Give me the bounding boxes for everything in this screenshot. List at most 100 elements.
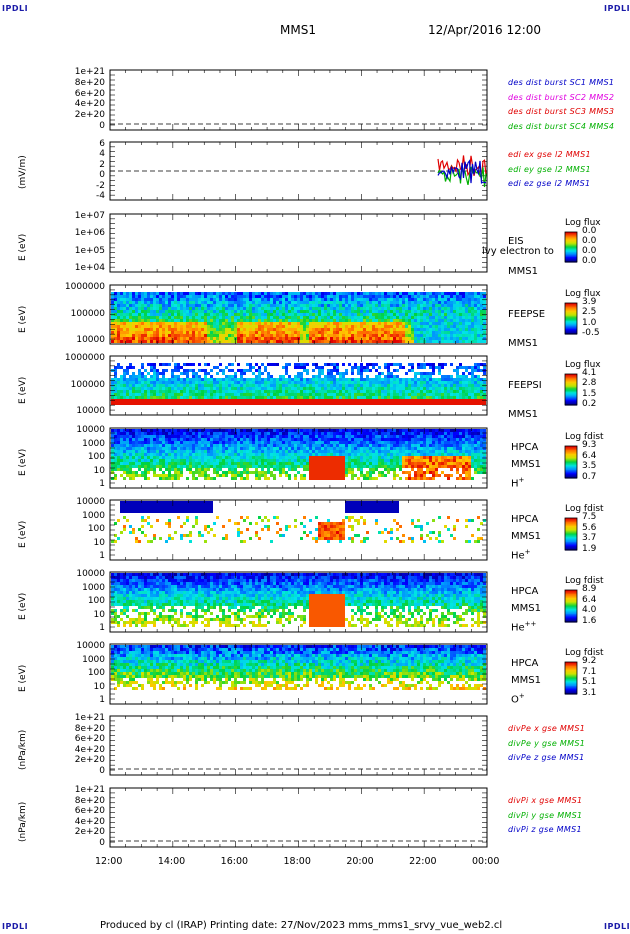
- overlay-text: ivy electron to: [482, 246, 554, 257]
- legend-entry: des dist burst SC2 MMS2: [508, 92, 615, 102]
- colorbar-tick: 3.1: [582, 688, 597, 698]
- colorbar-tick: 1.9: [582, 544, 597, 554]
- legend-entry: des dist burst SC3 MMS3: [508, 107, 615, 116]
- y-axis-label: E (eV): [18, 376, 28, 404]
- colorbar-4: [564, 373, 578, 406]
- colorbar-tick: 5.1: [582, 677, 597, 688]
- colorbar-tick: 3.5: [582, 461, 597, 472]
- corner-label-top-right: IPDLI: [604, 4, 630, 13]
- spectrogram-3: [111, 292, 486, 343]
- y-tick-label: 6e+20: [74, 806, 105, 817]
- colorbar-tick: 5.6: [582, 522, 597, 533]
- y-tick-label: 10000: [76, 335, 105, 345]
- footer-text: Produced by cl (IRAP) Printing date: 27/…: [100, 920, 503, 931]
- y-axis-label: E (eV): [18, 233, 28, 261]
- y-tick-label: 100: [87, 596, 105, 606]
- instrument-label: MMS1: [508, 266, 538, 277]
- colorbar-tick: 1.0: [582, 317, 597, 328]
- colorbar-tick: 9.2: [582, 656, 597, 666]
- spectrogram-7: [111, 573, 486, 627]
- colorbar-6: [564, 517, 578, 551]
- y-tick-label: 10000: [76, 641, 105, 651]
- y-tick-label: 10: [93, 537, 105, 548]
- colorbar-title: Log flux: [565, 360, 601, 370]
- colorbar-title: Log flux: [565, 218, 601, 228]
- y-tick-label: 1: [99, 695, 105, 705]
- colorbar-tick: 8.9: [582, 584, 597, 594]
- colorbar-title: Log fdist: [565, 504, 604, 514]
- legend-entry: edi ez gse l2 MMS1: [508, 179, 591, 188]
- colorbar-tick: 9.3: [582, 440, 597, 450]
- y-tick-label: 100: [87, 668, 105, 678]
- y-tick-label: 2: [99, 159, 105, 170]
- y-tick-label: 6: [99, 139, 105, 149]
- instrument-label: MMS1: [511, 459, 541, 470]
- instrument-label: MMS1: [508, 338, 538, 349]
- y-tick-label: 4e+20: [74, 99, 105, 110]
- y-axis-label: (nPa/km): [18, 801, 28, 842]
- edi-series-line: [437, 159, 487, 184]
- panel-frame: [109, 715, 488, 776]
- colorbar-title: Log fdist: [565, 432, 604, 442]
- instrument-label: MMS1: [511, 531, 541, 542]
- legend-entry: edi ex gse l2 MMS1: [508, 150, 591, 159]
- instrument-label: HPCA: [511, 514, 539, 525]
- colorbar-7: [564, 589, 578, 623]
- colorbar-tick: 0.7: [582, 472, 597, 482]
- instrument-label: FEEPSE: [508, 309, 546, 320]
- legend-entry: divPe z gse MMS1: [508, 753, 585, 762]
- colorbar-tick: 0.2: [582, 399, 597, 409]
- legend-entry: divPe x gse MMS1: [508, 724, 586, 733]
- header-spacecraft: MMS1: [280, 23, 316, 37]
- y-tick-label: 10000: [76, 497, 105, 507]
- spectrogram-6: [111, 501, 486, 543]
- y-tick-label: 0: [99, 838, 105, 848]
- x-tick-label: 20:00: [346, 856, 374, 867]
- colorbar-title: Log fdist: [565, 576, 604, 586]
- spectrogram-4: [111, 363, 486, 405]
- y-tick-label: 1000000: [64, 282, 105, 292]
- colorbar-tick: 2.5: [582, 307, 597, 318]
- y-tick-label: 2e+20: [74, 755, 105, 766]
- legend-entry: divPi x gse MMS1: [508, 796, 583, 805]
- corner-label-top-left: IPDLI: [2, 4, 29, 13]
- y-tick-label: 1e+04: [74, 263, 105, 273]
- colorbar-tick: 6.4: [582, 594, 597, 605]
- y-tick-label: 10000: [76, 406, 105, 416]
- corner-label-bottom-left: IPDLI: [2, 922, 29, 931]
- y-tick-label: 0: [99, 170, 105, 181]
- colorbar-tick: 7.1: [582, 666, 597, 677]
- y-tick-label: 4: [99, 149, 105, 160]
- colorbar-tick: 1.6: [582, 616, 597, 626]
- x-tick-label: 16:00: [220, 856, 249, 867]
- colorbar-5: [564, 445, 578, 479]
- y-tick-label: 2e+20: [74, 827, 105, 838]
- instrument-label: EIS: [508, 236, 524, 247]
- y-tick-label: 100: [87, 524, 105, 534]
- y-tick-label: 8e+20: [74, 77, 105, 88]
- corner-label-bottom-right: IPDLI: [604, 922, 630, 931]
- y-tick-label: 0: [99, 121, 105, 131]
- instrument-label: MMS1: [508, 409, 538, 420]
- y-tick-label: 1e+21: [74, 67, 105, 77]
- colorbar-title: Log fdist: [565, 648, 604, 658]
- y-tick-label: 10000: [76, 425, 105, 435]
- y-axis-label: E (eV): [18, 448, 28, 476]
- y-tick-label: 1: [99, 479, 105, 489]
- y-tick-label: 10: [93, 465, 105, 476]
- colorbar-title: Log flux: [565, 289, 601, 299]
- colorbar-tick: 2.8: [582, 378, 597, 389]
- colorbar-3: [564, 302, 578, 335]
- legend-entry: des dist burst SC1 MMS1: [508, 78, 615, 87]
- legend-entry: des dist burst SC4 MMS4: [508, 121, 615, 131]
- y-tick-label: 1e+21: [74, 785, 105, 795]
- y-axis-label: E (eV): [18, 520, 28, 548]
- colorbar-tick: 4.0: [582, 605, 597, 616]
- y-tick-label: 10: [93, 681, 105, 692]
- colorbar-8: [564, 661, 578, 695]
- colorbar-tick: 0.0: [582, 256, 597, 266]
- colorbar-tick: 4.1: [582, 368, 597, 378]
- x-tick-label: 22:00: [409, 856, 437, 867]
- y-tick-label: 1000: [82, 654, 105, 665]
